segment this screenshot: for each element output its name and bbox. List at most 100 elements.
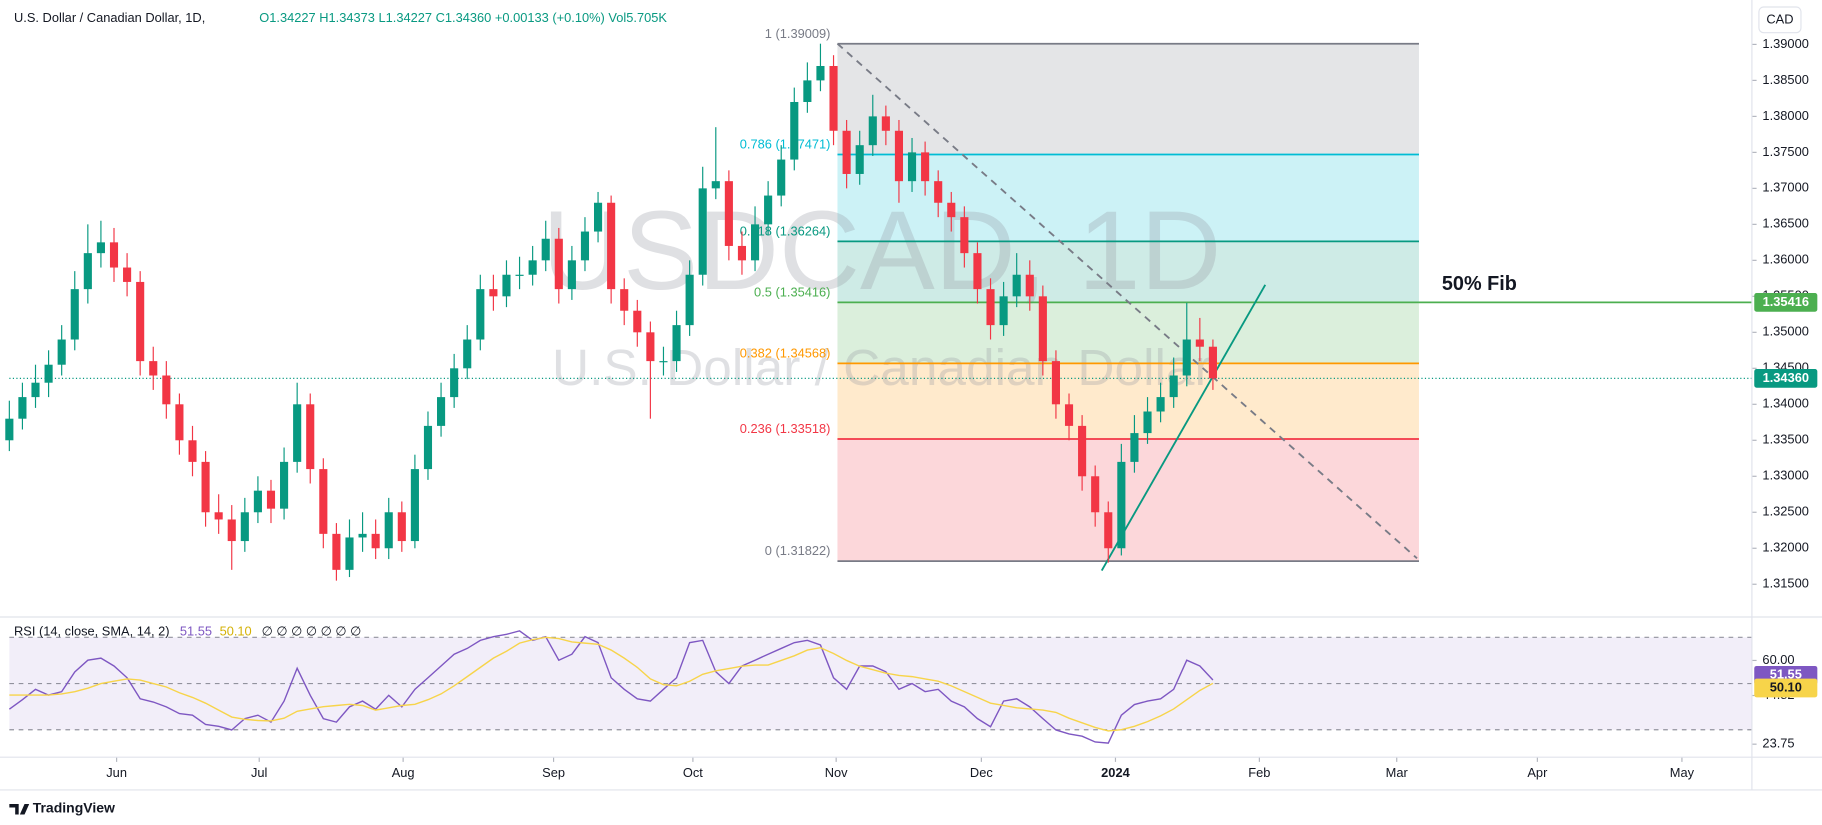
- candle-body: [240, 512, 249, 542]
- candle-body: [1064, 404, 1074, 426]
- candle-body: [646, 332, 655, 362]
- x-tick-label: Oct: [683, 765, 703, 780]
- candle-body: [1091, 476, 1100, 513]
- x-tick-label: Jun: [106, 765, 127, 780]
- candle-body: [476, 289, 485, 340]
- last-price-badge: 1.34360: [1763, 370, 1809, 385]
- fib-level-label: 0.382 (1.34568): [740, 345, 831, 360]
- x-tick-label: Nov: [825, 765, 848, 780]
- candle-body: [607, 202, 616, 290]
- candle-body: [345, 537, 354, 570]
- candle-body: [18, 397, 27, 419]
- fib-level-label: 1 (1.39009): [765, 26, 831, 41]
- y-tick-label: 1.37000: [1762, 180, 1808, 195]
- candle-body: [620, 289, 629, 311]
- candle-body: [1130, 433, 1139, 462]
- candle-body: [371, 533, 380, 549]
- candle-body: [934, 181, 943, 203]
- candle-body: [332, 533, 341, 570]
- rsi-tick-label: 23.75: [1762, 736, 1794, 751]
- fib-level-label: 0.236 (1.33518): [740, 421, 831, 436]
- rsi-legend-extra: ∅ ∅ ∅ ∅ ∅ ∅ ∅: [262, 624, 362, 639]
- currency-label[interactable]: CAD: [1766, 11, 1793, 26]
- currency-button[interactable]: [1758, 6, 1802, 34]
- y-tick-label: 1.38000: [1762, 108, 1808, 123]
- candle-body: [437, 397, 446, 426]
- main-layer: 1 (1.39009) 0.786 (1.37471) 0.618 (1.36264…: [5, 26, 1809, 780]
- y-tick-label: 1.35000: [1762, 324, 1808, 339]
- y-tick-label: 1.32500: [1762, 504, 1808, 519]
- candle-body: [1078, 425, 1087, 477]
- x-tick-label: Mar: [1386, 765, 1409, 780]
- candle-body: [1143, 411, 1152, 434]
- candle-body: [358, 533, 367, 538]
- candle-body: [633, 310, 642, 333]
- fib-price-badge-bg: [1754, 293, 1818, 312]
- rsi-title: RSI (14, close, SMA, 14, 2): [14, 624, 170, 639]
- fib-level-label: 0.618 (1.36264): [740, 223, 831, 238]
- candle-body: [1051, 361, 1060, 405]
- candle-body: [266, 490, 276, 509]
- annotation: 50% Fib: [1442, 273, 1517, 295]
- candle-body: [96, 242, 105, 254]
- candle-body: [724, 181, 733, 246]
- candle-body: [803, 80, 812, 102]
- candle-body: [973, 253, 982, 290]
- rsi-legend-value: 51.55: [180, 624, 212, 639]
- candle-body: [1038, 296, 1047, 362]
- candle-body: [410, 469, 419, 542]
- candle-body: [57, 339, 66, 365]
- candle-body: [999, 296, 1008, 326]
- x-tick-label: Feb: [1248, 765, 1270, 780]
- fib-price-badge: 1.35416: [1763, 294, 1809, 309]
- candle-body: [280, 461, 289, 509]
- watermark-symbol: USDCAD, 1D: [542, 187, 1221, 313]
- candle-body: [1025, 274, 1034, 297]
- y-tick-label: 1.32000: [1762, 540, 1808, 555]
- chart-title: U.S. Dollar / Canadian Dollar, 1D,: [14, 10, 205, 25]
- candle-body: [123, 267, 132, 282]
- candle-body: [541, 238, 550, 261]
- candle-body: [685, 274, 694, 326]
- candle-body: [528, 260, 537, 275]
- x-tick-label: Apr: [1527, 765, 1548, 780]
- y-tick-label: 1.39000: [1762, 36, 1808, 51]
- candle-body: [201, 461, 210, 513]
- candle-body: [149, 361, 158, 376]
- rsi-tick-label: 60.00: [1762, 652, 1794, 667]
- candle-body: [175, 404, 184, 441]
- y-tick-label: 1.33500: [1762, 432, 1808, 447]
- x-tick-label: Jul: [251, 765, 267, 780]
- candle-body: [293, 404, 302, 462]
- y-tick-label: 1.36000: [1762, 252, 1808, 267]
- candle-body: [384, 512, 393, 549]
- y-tick-label: 1.34000: [1762, 396, 1808, 411]
- background-layer: USDCAD, 1D U.S. Dollar / Canadian Dollar: [9, 43, 1752, 731]
- candle-body: [136, 281, 145, 362]
- y-tick-label: 1.37500: [1762, 144, 1808, 159]
- x-tick-label: Aug: [392, 765, 415, 780]
- trend-line: [1100, 284, 1267, 572]
- y-tick-label: 1.33000: [1762, 468, 1808, 483]
- rsi-badge-bg: [1754, 678, 1818, 698]
- candle-body: [790, 101, 799, 160]
- candle-body: [580, 231, 590, 261]
- x-tick-label: Sep: [542, 765, 565, 780]
- fib-level-label: 0.786 (1.37471): [740, 136, 831, 151]
- y-tick-label: 1.31500: [1762, 576, 1808, 591]
- candle-body: [162, 375, 171, 405]
- candle-body: [83, 253, 92, 290]
- candle-body: [253, 490, 262, 513]
- fib-zone: [837, 302, 1419, 364]
- sma-legend-value: 50.10: [220, 624, 252, 639]
- candle-body: [816, 65, 825, 81]
- candle-body: [894, 130, 904, 182]
- candle-body: [397, 512, 406, 542]
- candle-body: [188, 440, 197, 462]
- candle-body: [319, 469, 328, 534]
- candle-body: [70, 289, 79, 340]
- x-tick-label: Dec: [970, 765, 993, 780]
